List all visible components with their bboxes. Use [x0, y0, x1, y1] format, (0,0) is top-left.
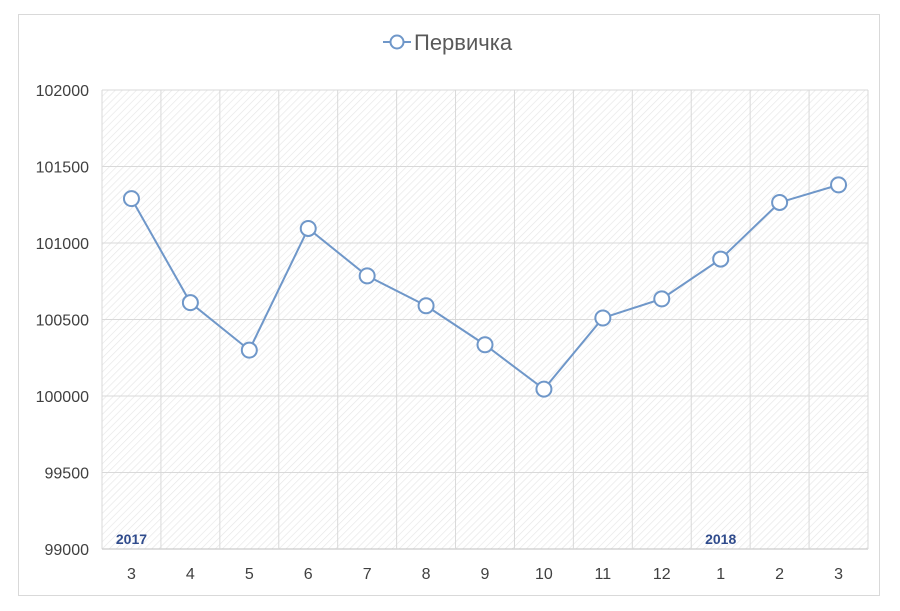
x-tick-label: 5 [245, 566, 254, 583]
legend-circle-marker [389, 34, 405, 50]
x-tick-label: 8 [422, 566, 431, 583]
x-tick-label: 11 [595, 566, 612, 583]
y-tick-label: 101000 [36, 236, 89, 253]
data-point [181, 294, 199, 312]
x-tick-label: 3 [834, 566, 843, 583]
y-axis: 99000 99500 100000 100500 101000 101500 102000 [36, 83, 89, 559]
data-point [594, 309, 612, 327]
data-point [535, 380, 553, 398]
data-point [830, 176, 848, 194]
x-tick-label: 6 [304, 566, 313, 583]
x-tick-label: 7 [363, 566, 372, 583]
y-tick-label: 101500 [36, 160, 89, 177]
y-tick-label: 99500 [45, 466, 90, 483]
data-point [771, 193, 789, 211]
y-tick-label: 99000 [45, 542, 90, 559]
series-pervichka [122, 176, 848, 398]
x-tick-label: 12 [653, 566, 671, 583]
legend-label: Первичка [414, 30, 513, 55]
year-labels: 2017 2018 [116, 531, 737, 547]
data-point [653, 290, 671, 308]
data-point [476, 336, 494, 354]
y-tick-label: 100500 [36, 313, 89, 330]
data-point [358, 267, 376, 285]
x-tick-label: 2 [775, 566, 784, 583]
x-tick-label: 9 [481, 566, 490, 583]
x-tick-label: 1 [716, 566, 725, 583]
y-tick-label: 100000 [36, 389, 89, 406]
data-point [299, 219, 317, 237]
data-point [417, 297, 435, 315]
year-label: 2018 [705, 531, 736, 547]
x-tick-label: 4 [186, 566, 195, 583]
x-axis: 3 4 5 6 7 8 9 10 11 12 1 2 3 [127, 566, 843, 583]
gridlines [101, 89, 869, 550]
data-point [712, 250, 730, 268]
legend: Первичка [383, 30, 513, 55]
y-tick-label: 102000 [36, 83, 89, 100]
x-tick-label: 3 [127, 566, 136, 583]
x-tick-label: 10 [535, 566, 553, 583]
data-point [122, 190, 140, 208]
data-point [240, 341, 258, 359]
year-label: 2017 [116, 531, 147, 547]
